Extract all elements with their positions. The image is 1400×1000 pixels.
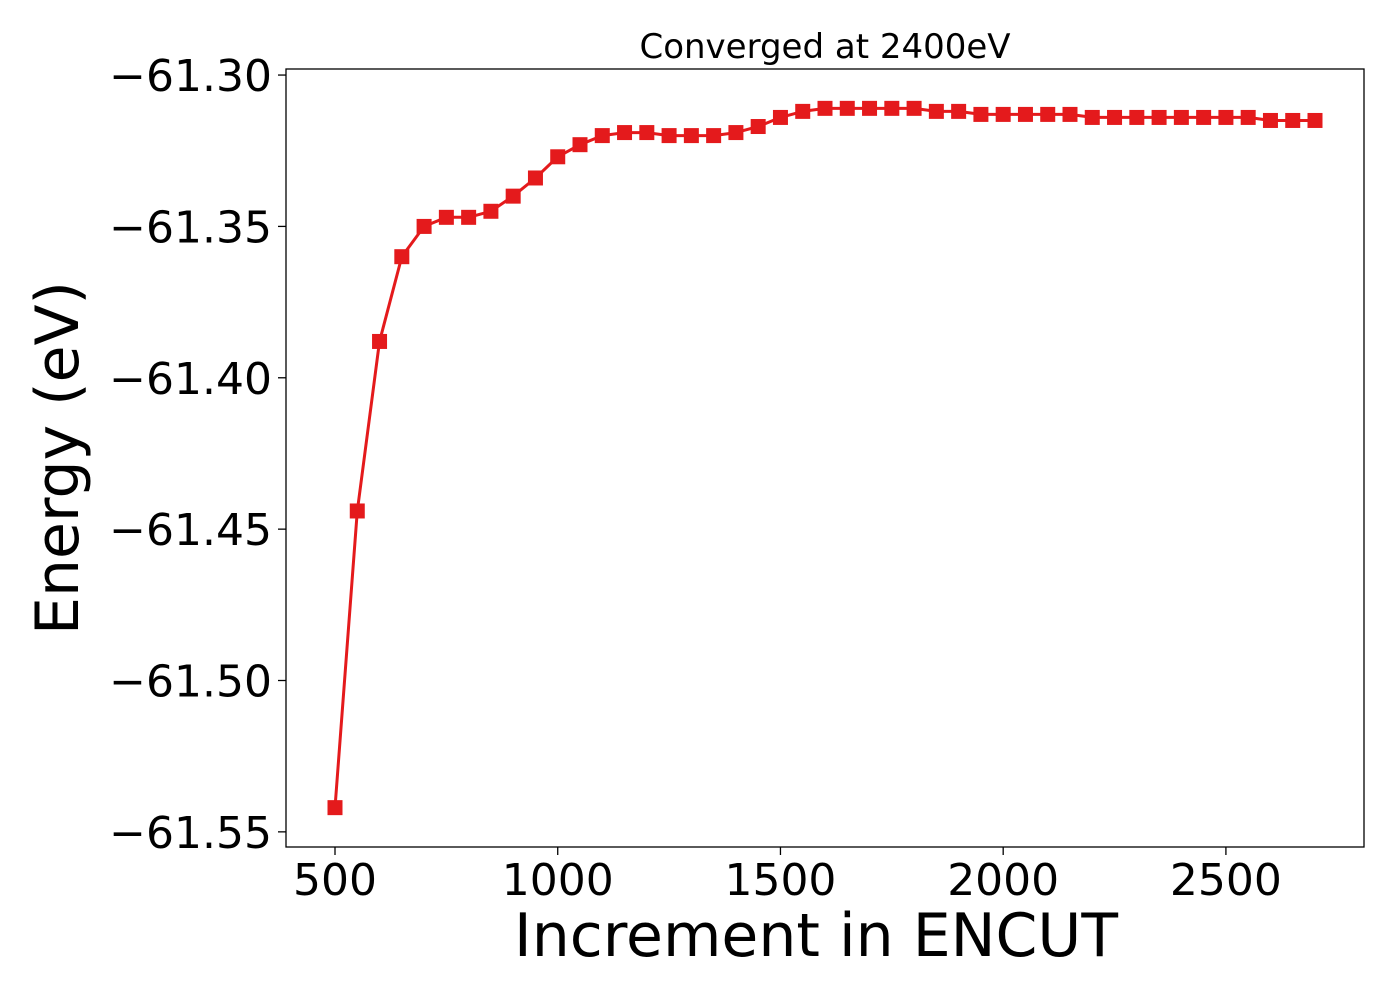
data-point [1151,109,1167,125]
x-tick-label: 2000 [947,855,1059,906]
chart-title: Converged at 2400eV [639,27,1010,67]
data-point [1196,109,1212,125]
x-tick-label: 1000 [502,855,614,906]
data-point [1218,109,1234,125]
data-point [617,125,633,141]
data-point [928,103,944,119]
x-tick-label: 2500 [1170,855,1282,906]
y-axis-title: Energy (eV) [23,281,93,635]
series-line [333,106,1315,808]
x-axis-title: Increment in ENCUT [514,901,1118,971]
data-point [951,103,967,119]
data-point [1173,109,1189,125]
data-point [839,100,855,116]
series-layer [327,100,1323,816]
data-point [1129,109,1145,125]
data-point [973,106,989,122]
data-point [817,100,833,116]
plot-area-frame [285,68,1365,848]
data-point [683,128,699,144]
data-point [594,128,610,144]
data-point [461,209,477,225]
data-point [327,800,343,816]
data-point [884,100,900,116]
y-tick-label: −61.30 [109,51,272,102]
y-tick-label: −61.50 [109,657,272,708]
y-tick-label: −61.35 [109,202,272,253]
data-point [728,125,744,141]
data-point [750,119,766,135]
data-point [1107,109,1123,125]
data-point [505,188,521,204]
data-point [1040,106,1056,122]
data-point [1285,112,1301,128]
data-point [527,170,543,186]
y-tick-label: −61.40 [109,354,272,405]
data-point [349,503,365,519]
data-point [394,249,410,265]
data-point [1240,109,1256,125]
data-point [372,333,388,349]
data-point [772,109,788,125]
data-point [1017,106,1033,122]
x-tick-label: 500 [293,855,377,906]
ticks-layer: 500 1000 1500 2000 2500 −61.30 −61.35 −61.40 −61… [109,51,1282,906]
data-point [1062,106,1078,122]
data-point [550,149,566,165]
data-point [572,137,588,153]
data-point [1262,112,1278,128]
data-point [661,128,677,144]
data-point [862,100,878,116]
data-point [438,209,454,225]
data-point [795,103,811,119]
data-point [1084,109,1100,125]
data-point [706,128,722,144]
data-point [1307,112,1323,128]
x-tick-label: 1500 [724,855,836,906]
y-tick-label: −61.55 [109,808,272,859]
data-point [483,203,499,219]
data-point [639,125,655,141]
data-point [416,218,432,234]
data-point [995,106,1011,122]
y-tick-label: −61.45 [109,505,272,556]
data-point [906,100,922,116]
